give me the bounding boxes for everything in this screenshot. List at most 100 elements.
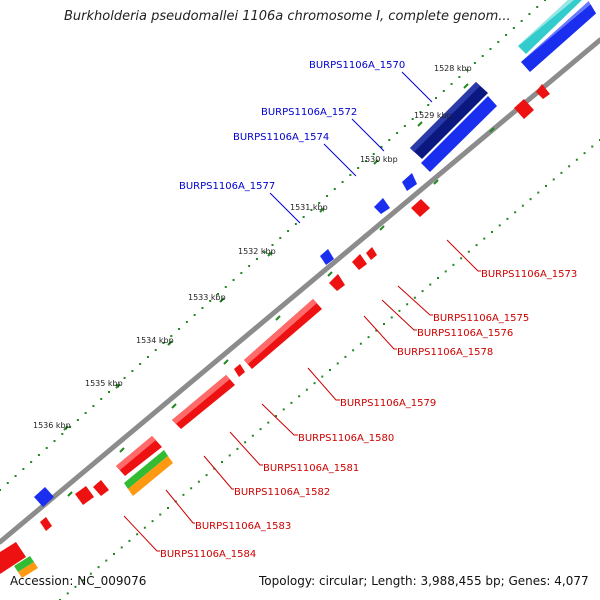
green-feature-bottom[interactable] bbox=[14, 556, 34, 572]
gene-arrows bbox=[0, 0, 600, 578]
inner-tick-mark bbox=[327, 271, 333, 277]
reverse-gene-label[interactable]: BURPS1106A_1582 bbox=[234, 487, 330, 498]
gene-arrow-burps1106a-1570-top bbox=[410, 82, 480, 152]
gene-leader-line bbox=[397, 285, 433, 316]
gene-leader-line bbox=[307, 367, 340, 401]
gene-leader-line bbox=[269, 192, 301, 224]
gene-leader-line bbox=[165, 489, 195, 524]
gene-arrow-burps1106a-1579-top bbox=[244, 299, 317, 364]
gene-arrow-burps1106a-1581[interactable] bbox=[116, 436, 162, 476]
inner-tick-mark bbox=[119, 447, 125, 453]
gene-arrow-burps1106a-1580[interactable] bbox=[172, 375, 235, 429]
forward-gene-label[interactable]: BURPS1106A_1574 bbox=[233, 132, 329, 143]
scale-tick-mark bbox=[373, 159, 379, 165]
scale-tick-label: 1536 kbp bbox=[33, 421, 71, 430]
scale-tick-mark bbox=[63, 425, 69, 431]
chromosome-backbone bbox=[0, 37, 600, 545]
reverse-gene-label[interactable]: BURPS1106A_1583 bbox=[195, 521, 291, 532]
gene-leader-line bbox=[363, 315, 397, 350]
gene-labels: BURPS1106A_1570 BURPS1106A_1572 BURPS1106A… bbox=[123, 60, 577, 560]
gene-leader-line bbox=[261, 403, 298, 436]
inner-tick-mark bbox=[223, 359, 229, 365]
gene-arrow-burps1106a-1573[interactable] bbox=[411, 199, 430, 217]
gene-leader-line bbox=[203, 455, 234, 490]
reverse-gene-label[interactable]: BURPS1106A_1579 bbox=[340, 398, 436, 409]
reverse-gene-label[interactable]: BURPS1106A_1576 bbox=[417, 328, 513, 339]
gene-arrow-red-b[interactable] bbox=[514, 99, 534, 119]
scale-ticks: 1528 kbp 1529 kbp 1530 kbp 1531 kbp 1532 kbp… bbox=[33, 64, 495, 497]
inner-tick-mark bbox=[433, 179, 439, 185]
outer-dotted-ring bbox=[0, 0, 546, 491]
forward-gene-label[interactable]: BURPS1106A_1577 bbox=[179, 181, 275, 192]
scale-tick-label: 1531 kbp bbox=[290, 203, 328, 212]
gene-arrow-burps1106a-1583[interactable] bbox=[40, 517, 52, 531]
reverse-gene-label[interactable]: BURPS1106A_1584 bbox=[160, 549, 256, 560]
gene-arrow-small-red-1[interactable] bbox=[234, 364, 245, 377]
gene-arrow-red-a[interactable] bbox=[536, 84, 550, 99]
scale-tick-label: 1534 kbp bbox=[136, 336, 174, 345]
forward-gene-label[interactable]: BURPS1106A_1572 bbox=[261, 107, 357, 118]
green-feature[interactable] bbox=[124, 450, 168, 489]
inner-tick-mark bbox=[379, 225, 385, 231]
gene-arrow-burps1106a-1582b[interactable] bbox=[75, 486, 94, 505]
cyan-feature[interactable] bbox=[518, 0, 582, 54]
inner-tick-mark bbox=[275, 315, 281, 321]
scale-tick-label: 1529 kbp bbox=[414, 111, 452, 120]
scale-tick-mark bbox=[167, 340, 173, 346]
reverse-gene-label[interactable]: BURPS1106A_1573 bbox=[481, 269, 577, 280]
reverse-gene-label[interactable]: BURPS1106A_1575 bbox=[433, 313, 529, 324]
gene-arrow-red-partial-right[interactable] bbox=[588, 0, 600, 20]
scale-tick-mark bbox=[463, 83, 469, 89]
scale-tick-label: 1533 kbp bbox=[188, 293, 226, 302]
forward-gene-label[interactable]: BURPS1106A_1570 bbox=[309, 60, 405, 71]
inner-tick-mark bbox=[171, 403, 177, 409]
reverse-gene-label[interactable]: BURPS1106A_1580 bbox=[298, 433, 394, 444]
gene-arrow-burps1106a-1576[interactable] bbox=[352, 254, 367, 270]
scale-tick-mark bbox=[219, 297, 225, 303]
gene-leader-line bbox=[229, 431, 263, 466]
scale-tick-mark bbox=[267, 251, 273, 257]
scale-tick-mark bbox=[319, 207, 325, 213]
gene-leader-line bbox=[351, 118, 385, 152]
scale-tick-label: 1528 kbp bbox=[434, 64, 472, 73]
map-title: Burkholderia pseudomallei 1106a chromoso… bbox=[64, 9, 511, 24]
orange-feature[interactable] bbox=[128, 456, 173, 496]
scale-tick-label: 1535 kbp bbox=[85, 379, 123, 388]
gene-leader-line bbox=[123, 515, 160, 552]
scale-tick-mark bbox=[115, 383, 121, 389]
gene-leader-line bbox=[323, 143, 357, 177]
scale-tick-label: 1532 kbp bbox=[238, 247, 276, 256]
gene-arrow-blue-1532[interactable] bbox=[320, 249, 334, 265]
orange-feature-bottom[interactable] bbox=[18, 562, 38, 578]
forward-gene-top-shade bbox=[521, 0, 596, 62]
scale-tick-label: 1530 kbp bbox=[360, 155, 398, 164]
gene-arrow-burps1106a-1579[interactable] bbox=[244, 299, 322, 369]
gene-arrow-burps1106a-1570[interactable] bbox=[410, 82, 488, 159]
gene-arrow-burps1106a-1580-top bbox=[172, 375, 230, 424]
gene-arrow-burps1106a-1572[interactable] bbox=[421, 96, 497, 172]
reverse-gene-label[interactable]: BURPS1106A_1578 bbox=[397, 347, 493, 358]
gene-leader-line bbox=[401, 71, 433, 103]
gene-leader-line bbox=[446, 239, 481, 272]
reverse-gene-label[interactable]: BURPS1106A_1581 bbox=[263, 463, 359, 474]
gene-arrow-burps1106a-1581-top bbox=[116, 436, 156, 470]
inner-dotted-ring bbox=[59, 139, 600, 600]
gene-arrow-burps1106a-1577[interactable] bbox=[374, 198, 390, 214]
gene-arrow-burps1106a-1584[interactable] bbox=[0, 542, 26, 574]
gene-arrow-burps1106a-1578[interactable] bbox=[329, 274, 345, 291]
inner-tick-mark bbox=[489, 127, 495, 133]
gene-arrow-blue-1536[interactable] bbox=[34, 487, 54, 507]
gene-arrow-burps1106a-1582[interactable] bbox=[93, 480, 109, 496]
genome-summary: Topology: circular; Length: 3,988,455 bp… bbox=[259, 574, 589, 588]
forward-gene-top[interactable] bbox=[521, 0, 600, 72]
cyan-feature-top bbox=[518, 0, 574, 46]
accession-label: Accession: NC_009076 bbox=[10, 574, 147, 588]
gene-arrow-burps1106a-1574[interactable] bbox=[402, 173, 417, 191]
gene-leader-line bbox=[381, 299, 417, 331]
feature-layer bbox=[518, 0, 600, 72]
gene-arrow-burps1106a-1575[interactable] bbox=[366, 247, 377, 260]
scale-tick-mark bbox=[417, 121, 423, 127]
